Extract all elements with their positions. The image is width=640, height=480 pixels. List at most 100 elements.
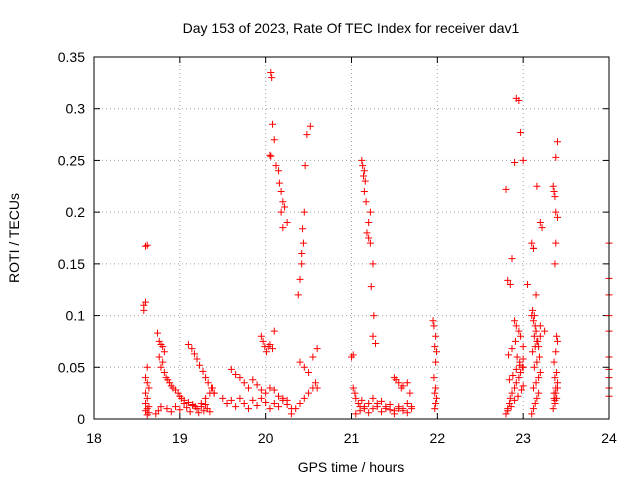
- data-point: [529, 306, 537, 314]
- data-point: [430, 374, 438, 382]
- data-point: [174, 389, 182, 397]
- data-point: [163, 405, 171, 413]
- data-point: [210, 389, 218, 397]
- data-point: [193, 405, 201, 413]
- data-point: [399, 407, 407, 415]
- data-point: [159, 358, 167, 366]
- data-point: [143, 379, 151, 387]
- data-point: [269, 120, 277, 128]
- data-point: [432, 358, 440, 366]
- data-point: [378, 397, 386, 405]
- x-tick-label: 22: [430, 430, 446, 446]
- data-point: [142, 374, 149, 382]
- data-point: [502, 410, 510, 418]
- data-point: [202, 401, 210, 409]
- y-tick-label: 0.15: [58, 256, 85, 272]
- data-point: [506, 281, 514, 289]
- y-tick-label: 0.05: [58, 359, 85, 375]
- y-tick-label: 0.1: [66, 308, 86, 324]
- data-point: [505, 399, 513, 407]
- data-point: [431, 405, 439, 413]
- data-point: [523, 281, 531, 289]
- data-point: [245, 384, 252, 392]
- data-point: [360, 187, 368, 195]
- data-point: [267, 152, 275, 160]
- data-point: [167, 408, 175, 416]
- data-point: [431, 343, 439, 351]
- data-point: [519, 382, 527, 390]
- data-point: [180, 399, 188, 407]
- data-point: [390, 410, 398, 418]
- data-point: [366, 208, 374, 216]
- data-point: [432, 332, 440, 340]
- data-point: [554, 337, 561, 345]
- data-point: [298, 260, 306, 268]
- data-point: [299, 239, 307, 247]
- data-point: [517, 332, 525, 340]
- data-point: [528, 239, 536, 247]
- data-point: [262, 389, 270, 397]
- data-point: [532, 291, 540, 299]
- data-point: [206, 408, 214, 416]
- data-point: [240, 379, 248, 387]
- data-point: [143, 363, 151, 371]
- data-point: [352, 394, 360, 402]
- y-tick-label: 0.25: [58, 152, 85, 168]
- data-point: [277, 208, 285, 216]
- x-tick-label: 20: [258, 430, 274, 446]
- data-point: [552, 348, 560, 356]
- data-point: [257, 386, 265, 394]
- data-point: [311, 379, 319, 387]
- data-point: [365, 399, 373, 407]
- data-point: [511, 384, 519, 392]
- data-point: [223, 399, 231, 407]
- data-point: [515, 327, 523, 335]
- data-point: [266, 405, 274, 413]
- data-point: [300, 394, 308, 402]
- data-point: [245, 405, 252, 413]
- data-point: [227, 396, 235, 404]
- data-point: [145, 384, 153, 392]
- data-point: [360, 172, 368, 180]
- data-point: [399, 382, 407, 390]
- data-point: [193, 355, 201, 363]
- data-point: [267, 69, 275, 77]
- x-tick-label: 19: [172, 430, 188, 446]
- data-point: [166, 379, 174, 387]
- data-point: [514, 392, 522, 400]
- data-point: [269, 345, 277, 353]
- data-point: [257, 394, 265, 402]
- data-point: [554, 384, 561, 392]
- data-point: [232, 403, 240, 411]
- data-point: [532, 327, 540, 335]
- data-point: [519, 343, 527, 351]
- data-point: [535, 389, 543, 397]
- data-point: [551, 374, 559, 382]
- data-point: [528, 410, 536, 418]
- data-point: [189, 402, 197, 410]
- data-point: [432, 399, 440, 407]
- data-point: [403, 399, 411, 407]
- data-point: [432, 348, 440, 356]
- data-point: [270, 386, 278, 394]
- data-point: [313, 345, 321, 353]
- data-point: [363, 229, 371, 237]
- data-point: [432, 394, 440, 402]
- data-point: [553, 368, 561, 376]
- data-point: [551, 193, 559, 201]
- data-point: [300, 208, 308, 216]
- data-point: [275, 179, 283, 187]
- data-point: [196, 361, 204, 369]
- data-point: [240, 399, 248, 407]
- data-point: [257, 332, 265, 340]
- data-point: [140, 301, 148, 309]
- data-point: [529, 244, 537, 252]
- data-point: [531, 322, 539, 330]
- data-point: [303, 131, 311, 139]
- data-point: [294, 291, 302, 299]
- data-point: [395, 379, 403, 387]
- data-point: [431, 389, 439, 397]
- data-point: [505, 376, 513, 384]
- data-point: [369, 405, 377, 413]
- data-point: [504, 276, 512, 284]
